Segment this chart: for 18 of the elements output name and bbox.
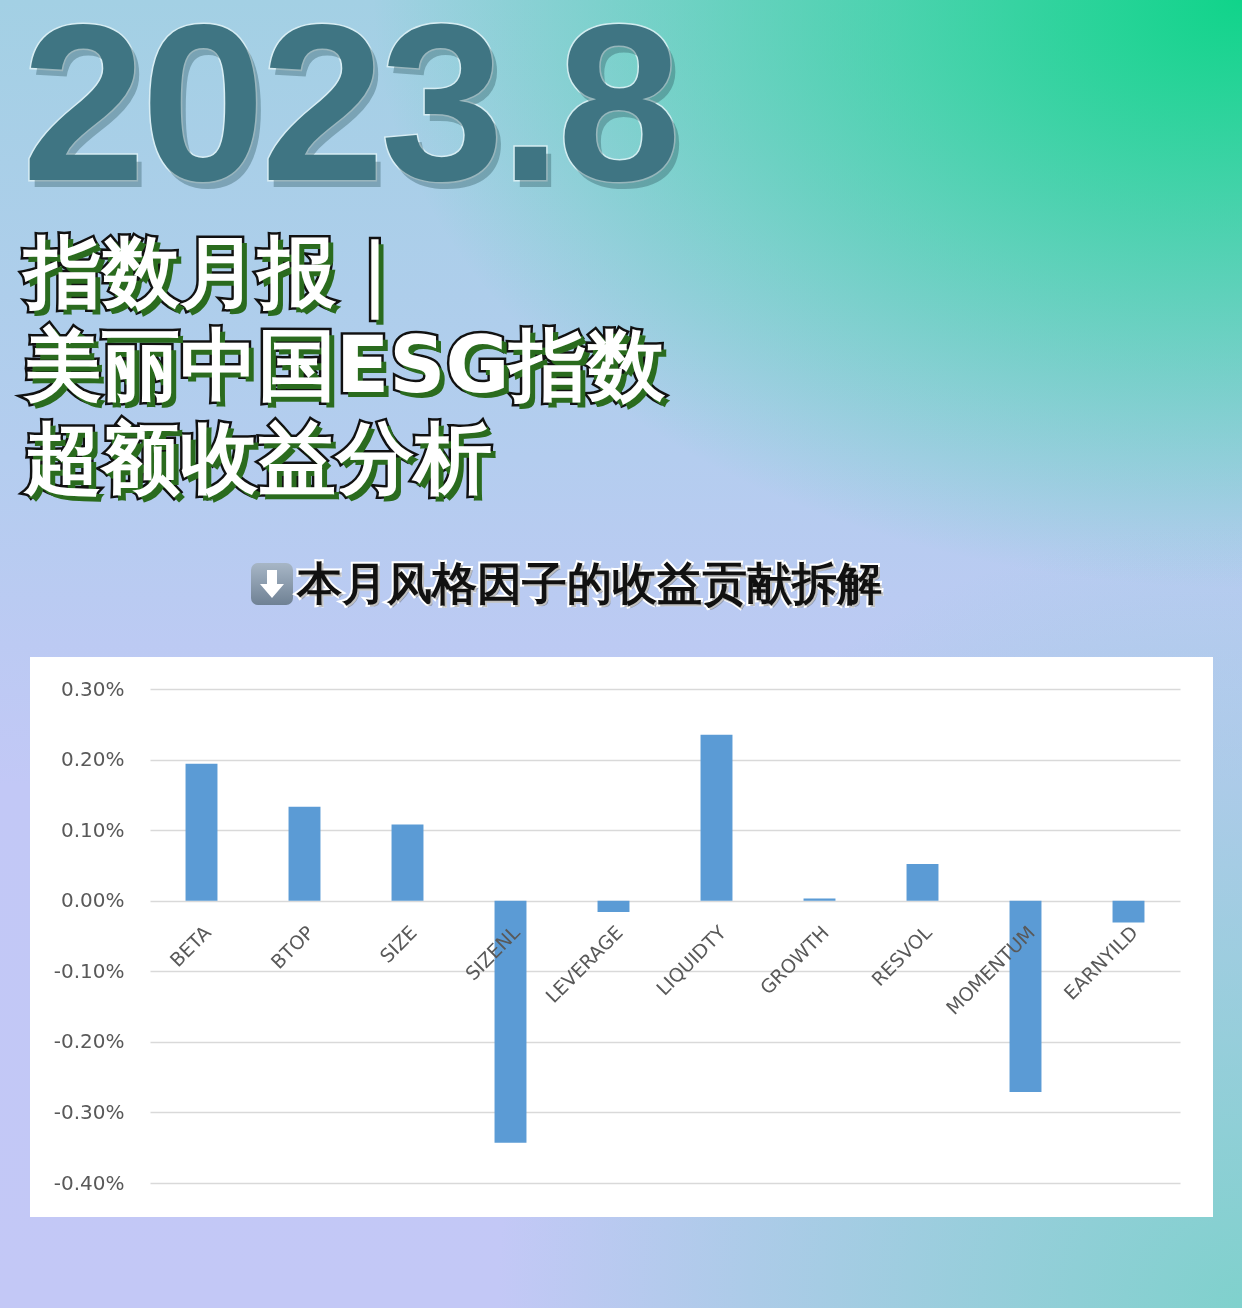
y-tick-label: 0.00% xyxy=(60,888,125,913)
y-tick-label: 0.10% xyxy=(60,817,125,842)
y-tick-label: -0.10% xyxy=(53,958,125,983)
bar xyxy=(1112,900,1145,923)
y-tick-label: -0.40% xyxy=(53,1170,125,1195)
bar xyxy=(700,734,733,901)
y-tick-label: 0.20% xyxy=(60,747,125,772)
bar xyxy=(288,806,321,901)
bar xyxy=(597,900,630,913)
bar xyxy=(185,763,218,901)
bar xyxy=(391,824,424,901)
text: 2023.8 xyxy=(22,0,678,227)
y-tick-label: 0.30% xyxy=(60,676,125,701)
bar xyxy=(803,898,836,901)
y-tick-label: -0.20% xyxy=(53,1029,125,1054)
y-tick-label: -0.30% xyxy=(53,1099,125,1124)
bar xyxy=(906,864,939,901)
chart-subtitle: 本月风格因子的收益贡献拆解 xyxy=(297,557,882,610)
